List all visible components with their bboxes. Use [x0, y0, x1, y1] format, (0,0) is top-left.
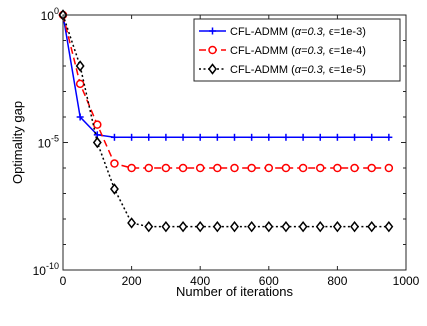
x-tick-label: 200 [122, 274, 142, 288]
series-1-point [213, 133, 221, 141]
series-2-point [247, 163, 256, 173]
series-3-point [127, 217, 137, 229]
legend: CFL-ADMM (α=0.3, ϵ=1e-3)CFL-ADMM (α=0.3,… [193, 18, 401, 82]
legend-item: CFL-ADMM (α=0.3, ϵ=1e-3) [199, 26, 366, 38]
y-tick-exponent: 0 [54, 6, 59, 16]
series-2-point [230, 163, 239, 173]
series-2-point [384, 163, 394, 173]
series-1-point [248, 133, 256, 141]
legend-label-alpha: α=0.3, [295, 45, 329, 57]
x-axis-label: Number of iterations [176, 284, 294, 299]
legend-label-eps: ϵ=1e-3) [329, 26, 366, 38]
series-1-point [265, 133, 273, 141]
series-3-point [264, 220, 274, 233]
series-1-point [351, 133, 359, 141]
legend-swatch-marker [208, 45, 217, 55]
series-3-point [367, 220, 377, 233]
series-3-point [315, 220, 325, 233]
series-1-point [162, 133, 170, 141]
x-tick-label: 400 [190, 274, 210, 288]
series-2-point [316, 163, 325, 173]
series-2-point [195, 163, 205, 173]
legend-label-alpha: α=0.3, [295, 64, 329, 76]
series-1-point [76, 113, 84, 121]
series-2-point [367, 163, 376, 173]
series-1-point [282, 133, 290, 141]
legend-item: CFL-ADMM (α=0.3, ϵ=1e-5) [199, 63, 366, 76]
series-3-point [230, 220, 239, 233]
series-2-point [298, 163, 308, 173]
series-2-point [144, 163, 153, 173]
legend-label-eps: ϵ=1e-5) [329, 64, 366, 76]
series-1-point [128, 133, 136, 141]
y-tick-base: 10 [33, 264, 47, 278]
x-tick-label: 1000 [393, 274, 420, 288]
series-2-point [333, 163, 342, 173]
legend-label: CFL-ADMM (α=0.3, ϵ=1e-3) [230, 26, 366, 38]
series-3-point [298, 220, 308, 233]
series-2-point [75, 79, 85, 89]
series-2-point [350, 163, 359, 173]
series-2 [58, 10, 394, 173]
series-1-point [299, 133, 307, 141]
legend-label-alpha: α=0.3, [295, 26, 329, 38]
y-tick-label: 100 [41, 6, 59, 23]
y-tick-exponent: -5 [51, 134, 59, 144]
series-3-point [247, 220, 257, 233]
series-3 [58, 9, 394, 233]
series-2-point [93, 120, 102, 129]
y-axis-label: Optimality gap [10, 101, 25, 184]
series-2-point [213, 163, 222, 173]
series-3-point [178, 220, 188, 233]
series-1-point [368, 133, 376, 141]
series-3-point [332, 220, 342, 233]
series-3-point [109, 183, 119, 195]
y-tick-base: 10 [38, 137, 52, 151]
series-1-point [316, 133, 324, 141]
y-tick-label: 10-5 [38, 134, 59, 151]
series-2-point [178, 163, 188, 173]
series-3-point [384, 220, 394, 233]
legend-swatch-marker [209, 27, 216, 35]
series-3-point [144, 220, 154, 233]
legend-label-eps: ϵ=1e-4) [329, 45, 366, 57]
series-3-point [161, 220, 171, 233]
series-3-point [195, 220, 205, 233]
legend-label: CFL-ADMM (α=0.3, ϵ=1e-4) [230, 45, 366, 57]
series-1-point [231, 133, 238, 141]
legend-box [193, 18, 401, 82]
series-1-point [145, 133, 153, 141]
y-tick-label: 10-10 [33, 261, 59, 278]
series-3-point [75, 60, 85, 72]
series-1-point [196, 133, 204, 141]
series-1-point [333, 133, 341, 141]
x-tick-label: 0 [60, 274, 67, 288]
y-tick-exponent: -10 [46, 261, 59, 271]
series-3-point [212, 220, 222, 233]
legend-label-prefix: CFL-ADMM ( [230, 64, 295, 76]
series-3-point [92, 136, 102, 149]
x-axis: 0 200 400 600 800 1000 [60, 15, 420, 288]
series-1-point [110, 133, 118, 141]
series-2-point [281, 163, 291, 173]
plot-lines [58, 9, 394, 233]
legend-label: CFL-ADMM (α=0.3, ϵ=1e-5) [230, 64, 366, 76]
series-3-point [281, 220, 291, 233]
series-1-point [179, 133, 187, 141]
legend-label-prefix: CFL-ADMM ( [230, 26, 295, 38]
y-tick-base: 10 [41, 9, 55, 23]
legend-item: CFL-ADMM (α=0.3, ϵ=1e-4) [199, 45, 366, 57]
x-tick-label: 600 [259, 274, 279, 288]
series-3-point [350, 220, 360, 233]
series-2-point [161, 163, 171, 173]
legend-label-prefix: CFL-ADMM ( [230, 45, 295, 57]
series-2-point [127, 163, 136, 173]
series-2-point [264, 163, 274, 173]
legend-swatch-marker [208, 63, 217, 75]
series-1-point [385, 133, 393, 141]
series-2-point [110, 159, 119, 168]
x-tick-label: 800 [327, 274, 347, 288]
